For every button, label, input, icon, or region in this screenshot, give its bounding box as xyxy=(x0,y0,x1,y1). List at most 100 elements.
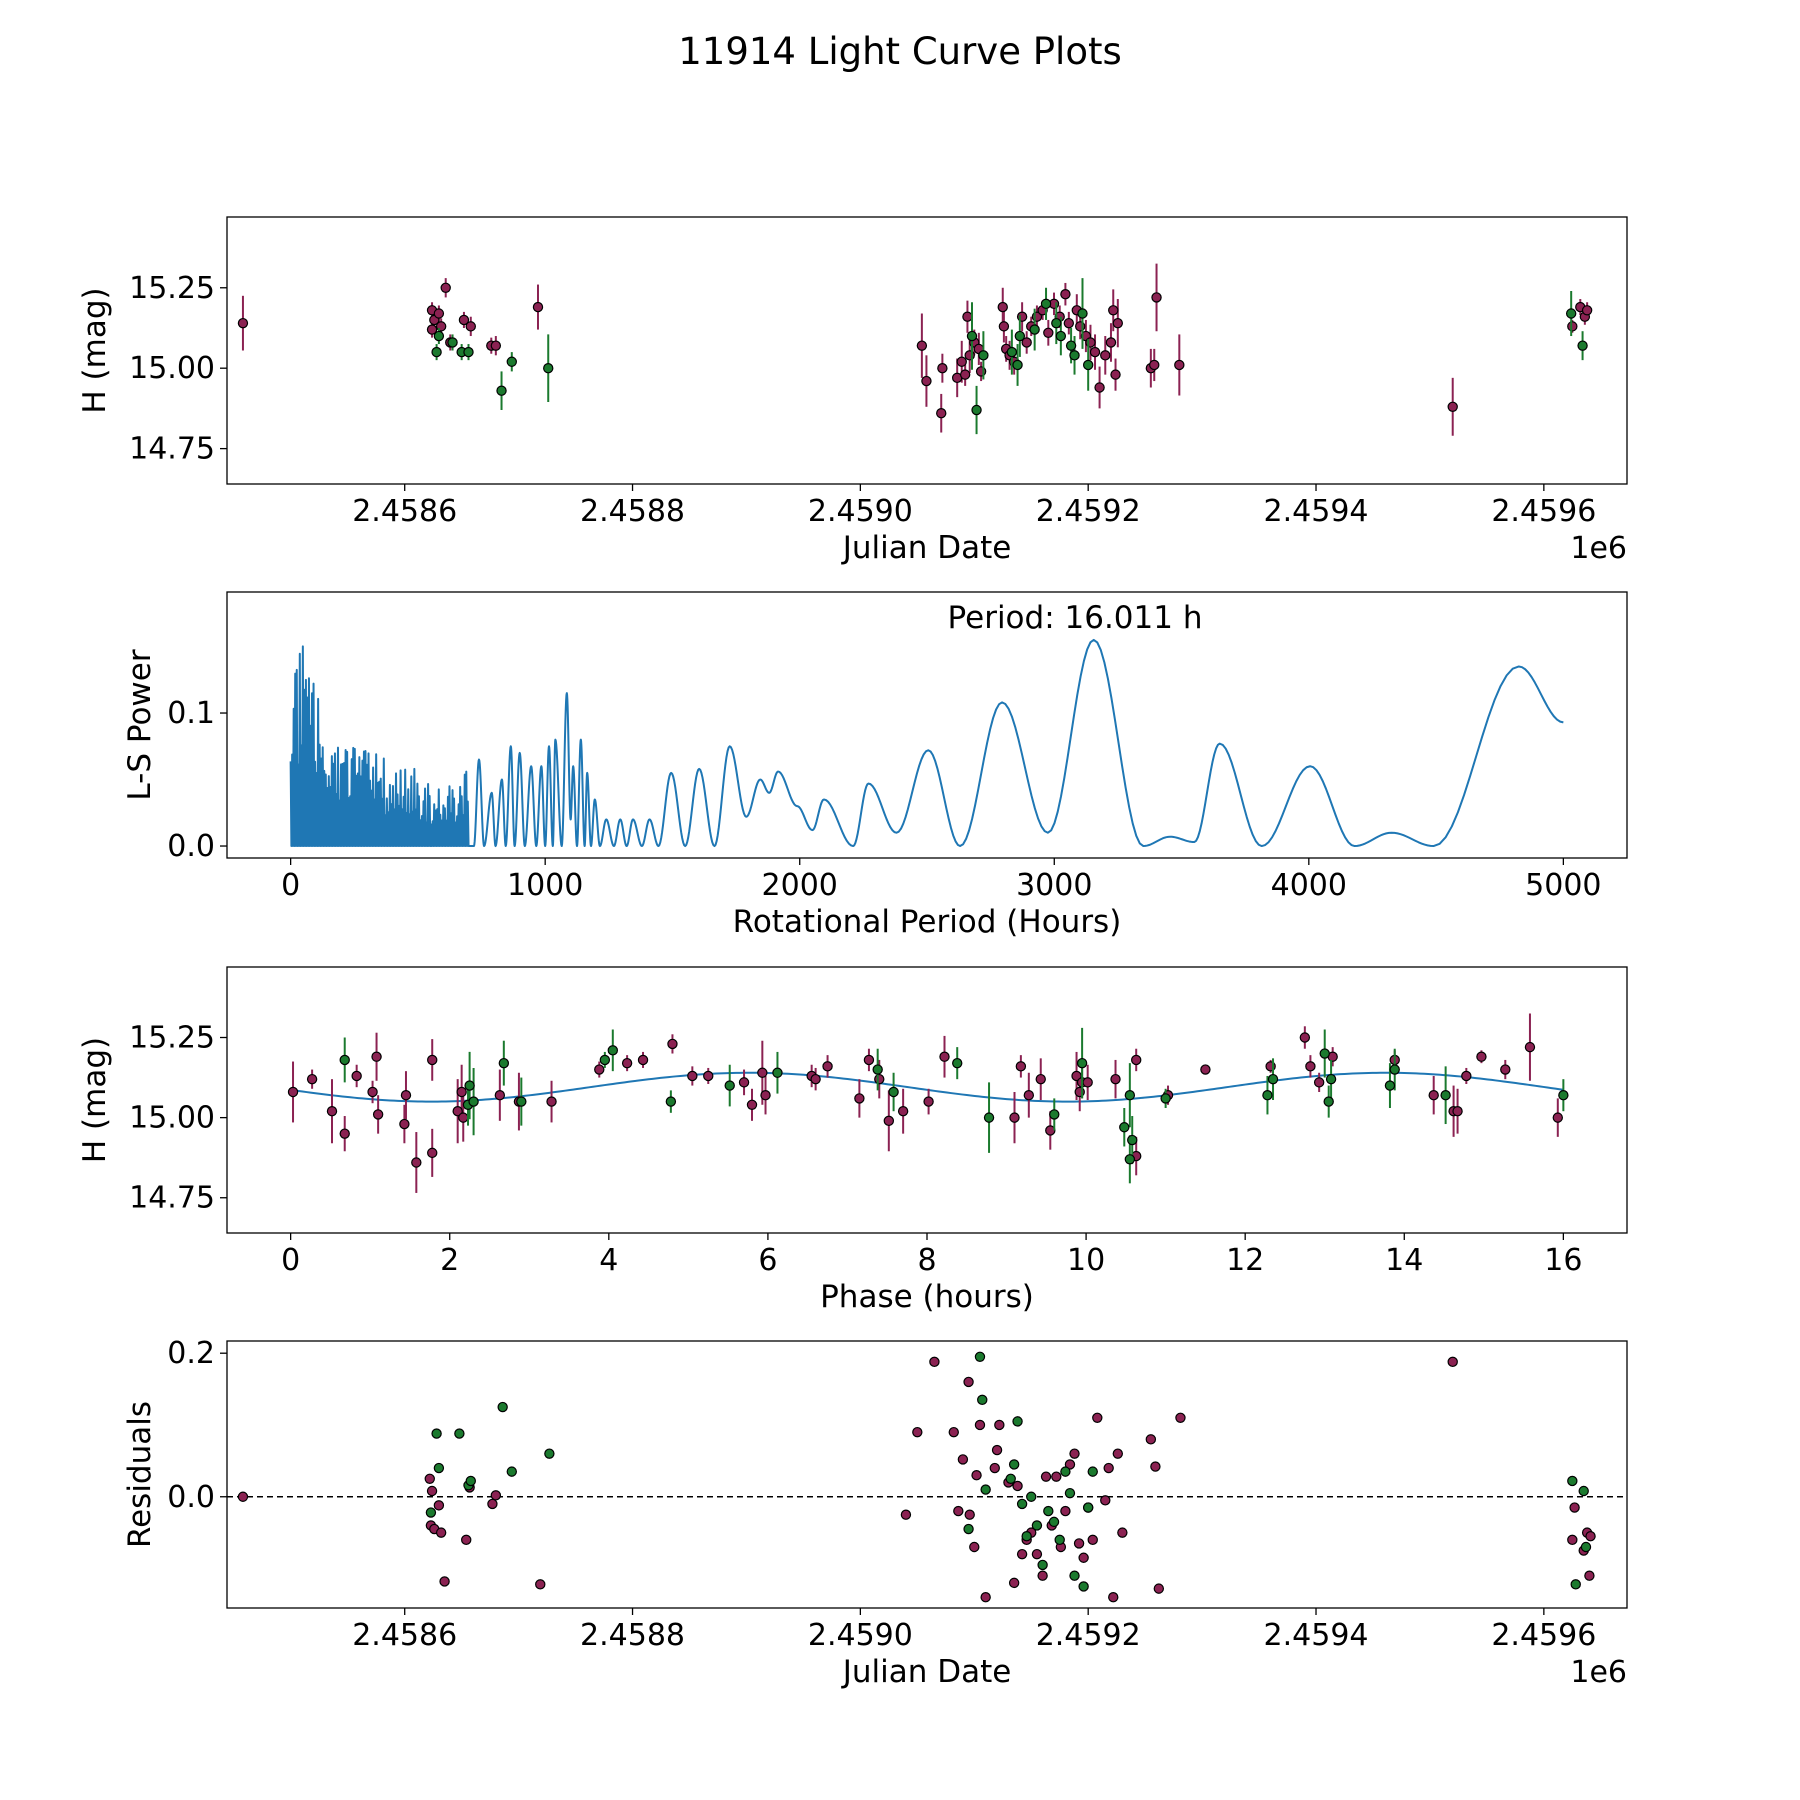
maroon-data-point xyxy=(883,1115,895,1127)
maroon-data-point xyxy=(923,1096,934,1107)
maroon-data-point xyxy=(1200,1064,1211,1075)
green-data-point xyxy=(1558,1089,1569,1101)
green-data-point xyxy=(1026,1491,1037,1502)
periodogram-panel: 0 1000 2000 3000 4000 5000 0.0 0.1 Rotational Pe… xyxy=(122,591,1628,940)
maroon-data-point xyxy=(1112,317,1124,329)
periodogram-series-line xyxy=(289,638,1564,848)
green-data-point xyxy=(1069,1570,1080,1581)
maroon-data-point xyxy=(948,1426,959,1438)
green-data-point xyxy=(1580,1541,1592,1553)
maroon-data-point xyxy=(1100,350,1111,361)
green-data-point xyxy=(1037,1559,1048,1571)
y-tick-label: 0.2 xyxy=(167,1336,215,1371)
maroon-data-point xyxy=(1175,1412,1186,1423)
maroon-data-point xyxy=(1089,346,1101,358)
maroon-data-point xyxy=(372,1109,384,1120)
x-tick-label: 4 xyxy=(599,1243,618,1278)
maroon-data-point xyxy=(411,1157,422,1168)
phased-light-curve-panel: 0 2 4 6 8 10 12 14 16 14.75 15.00 15.25 Phase (hours… xyxy=(77,966,1628,1315)
maroon-data-point xyxy=(426,324,438,335)
maroon-data-point xyxy=(1069,1448,1080,1459)
green-data-point xyxy=(607,1045,618,1056)
green-data-point xyxy=(1082,1502,1094,1513)
maroon-data-point xyxy=(1060,1505,1071,1517)
maroon-data-point xyxy=(1299,1032,1311,1043)
maroon-data-point xyxy=(921,375,932,387)
green-data-point xyxy=(1323,1096,1334,1107)
green-data-point xyxy=(1440,1089,1451,1101)
maroon-data-point xyxy=(929,1356,940,1368)
maroon-data-point xyxy=(957,1454,969,1465)
x-offset-text: 1e6 xyxy=(1570,531,1627,566)
green-data-point xyxy=(1389,1064,1400,1075)
maroon-data-point xyxy=(897,1106,909,1117)
green-data-point xyxy=(1078,1581,1089,1592)
x-axis-label: Rotational Period (Hours) xyxy=(733,904,1122,940)
green-data-point xyxy=(1262,1089,1273,1101)
light-curve-panel: 2.4586 2.4588 2.4590 2.4592 2.4594 2.4596 14.7… xyxy=(77,216,1628,566)
maroon-data-point xyxy=(458,1112,469,1123)
green-data-point xyxy=(1565,308,1577,319)
maroon-data-point xyxy=(1145,1434,1157,1445)
y-tick-label: 0.0 xyxy=(167,1480,215,1515)
maroon-data-point xyxy=(998,321,1010,332)
maroon-data-point xyxy=(456,1086,467,1098)
periodogram-axes-frame xyxy=(226,591,1628,859)
x-axis-label: Julian Date xyxy=(841,530,1012,566)
maroon-data-point xyxy=(991,1444,1003,1456)
green-data-point xyxy=(506,1466,517,1477)
maroon-data-point xyxy=(1060,289,1071,300)
y-tick-label: 15.25 xyxy=(129,1021,215,1056)
maroon-data-point xyxy=(1016,1548,1028,1560)
maroon-data-point xyxy=(1108,1592,1119,1603)
maroon-data-point xyxy=(1037,1570,1048,1581)
x-tick-label: 12 xyxy=(1226,1243,1264,1278)
green-data-point xyxy=(1031,1520,1043,1531)
green-data-point xyxy=(1016,1498,1028,1510)
maroon-data-point xyxy=(1461,1070,1472,1082)
maroon-data-point xyxy=(535,1579,546,1590)
green-data-point xyxy=(1127,1134,1138,1146)
green-data-point xyxy=(1570,1579,1581,1590)
maroon-data-point xyxy=(424,1473,435,1485)
green-data-point xyxy=(952,1057,963,1069)
maroon-data-point xyxy=(490,340,502,351)
x-tick-label: 0 xyxy=(281,868,300,903)
maroon-data-point xyxy=(1131,1054,1142,1066)
maroon-data-point xyxy=(953,1505,964,1517)
maroon-data-point xyxy=(1031,1548,1043,1560)
y-axis-label: H (mag) xyxy=(77,287,113,413)
x-tick-label: 1000 xyxy=(507,868,583,903)
y-axis-label: L-S Power xyxy=(122,649,158,800)
x-tick-label: 2.4590 xyxy=(808,1618,913,1653)
maroon-data-point xyxy=(1082,1077,1093,1088)
green-data-point xyxy=(544,1448,555,1459)
maroon-data-point xyxy=(980,1592,991,1603)
maroon-data-point xyxy=(621,1057,633,1069)
green-data-point xyxy=(1021,1531,1032,1542)
maroon-data-point xyxy=(916,340,928,351)
maroon-data-point xyxy=(1567,1534,1578,1546)
maroon-data-point xyxy=(1584,1570,1595,1581)
maroon-data-point xyxy=(1015,1061,1027,1072)
x-tick-label: 6 xyxy=(758,1243,777,1278)
x-tick-label: 2.4592 xyxy=(1036,1618,1141,1653)
maroon-data-point xyxy=(435,1527,447,1538)
maroon-data-point xyxy=(439,1576,450,1587)
maroon-data-point xyxy=(1023,1089,1035,1101)
green-data-point xyxy=(1012,1416,1023,1427)
green-data-point xyxy=(454,1428,465,1439)
maroon-data-point xyxy=(594,1064,605,1075)
maroon-data-point xyxy=(433,308,445,319)
maroon-data-point xyxy=(426,1485,438,1497)
green-data-point xyxy=(339,1054,350,1066)
maroon-data-point xyxy=(433,1500,445,1511)
y-tick-label: 15.00 xyxy=(129,1101,215,1136)
maroon-data-point xyxy=(1476,1051,1487,1062)
green-data-point xyxy=(983,1112,995,1123)
x-tick-label: 14 xyxy=(1385,1243,1423,1278)
x-tick-label: 3000 xyxy=(1016,868,1092,903)
x-tick-label: 0 xyxy=(281,1243,300,1278)
x-tick-label: 2.4588 xyxy=(580,1618,685,1653)
